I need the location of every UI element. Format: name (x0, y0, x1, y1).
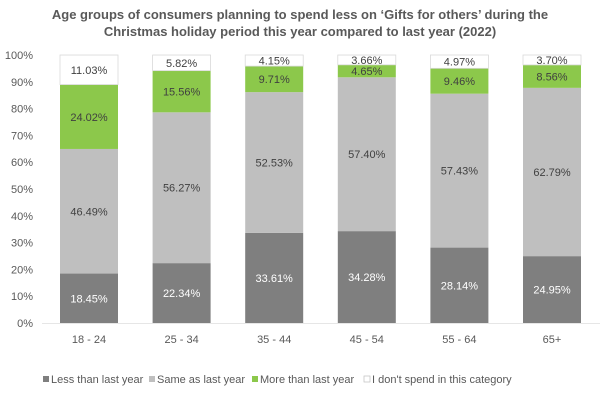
bar-stack: 28.14% 57.43% 9.46% 4.97% (429, 54, 489, 323)
y-tick-label: 30% (11, 238, 33, 250)
bar-segment (337, 64, 396, 78)
y-tick-label: 50% (11, 184, 33, 196)
data-label: 15.56% (163, 86, 201, 98)
data-label: 24.95% (533, 285, 571, 297)
chart-title-line-2: Christmas holiday period this year compa… (104, 24, 496, 39)
legend-item: Same as last year (149, 374, 245, 386)
bar-segment (337, 231, 396, 323)
bar-segment (429, 54, 489, 69)
legend-label: Less than last year (51, 374, 144, 386)
y-tick-label: 70% (11, 130, 33, 142)
data-label: 22.34% (163, 288, 201, 300)
data-label: 56.27% (163, 183, 201, 195)
y-axis: 0% 10% 20% 30% 40% 50% 60% 70% 80% 90% 100% (5, 50, 33, 330)
y-tick-label: 80% (11, 104, 33, 116)
bar-segment (60, 273, 118, 323)
legend-swatch (363, 375, 371, 383)
legend-label: More than last year (260, 374, 354, 386)
bar-segment (430, 93, 489, 248)
legend-item: I don't spend in this category (363, 374, 512, 386)
y-tick-label: 60% (11, 157, 33, 169)
bar-segment (245, 66, 304, 93)
bar-stack: 22.34% 56.27% 15.56% 5.82% (152, 54, 212, 323)
bar-segment (522, 54, 582, 66)
data-label: 4.97% (444, 57, 475, 69)
data-label: 9.71% (259, 74, 290, 86)
bar-segment (244, 54, 304, 67)
data-label: 46.49% (70, 206, 108, 218)
bar-segment (430, 247, 489, 323)
bar-segment (523, 64, 581, 88)
data-label: 57.43% (441, 166, 479, 178)
bar-segment (430, 68, 489, 94)
data-label: 62.79% (533, 167, 571, 179)
bar-stack: 18.45% 46.49% 24.02% 11.03% (59, 54, 119, 323)
bar-segment (523, 87, 581, 257)
bar-segment (152, 54, 212, 72)
legend-item: Less than last year (43, 374, 144, 386)
chart-title-line-1: Age groups of consumers planning to spen… (52, 7, 548, 22)
data-label: 52.53% (256, 158, 294, 170)
data-label: 4.15% (259, 56, 290, 68)
data-label: 57.40% (348, 149, 386, 161)
data-label: 3.66% (351, 55, 382, 67)
bar-segment (60, 148, 118, 274)
bar-stack: 33.61% 52.53% 9.71% 4.15% (244, 54, 304, 323)
data-label: 5.82% (166, 58, 197, 70)
legend-label: Same as last year (157, 374, 245, 386)
y-tick-label: 90% (11, 77, 33, 89)
data-label: 11.03% (71, 65, 108, 77)
legend: Less than last year Same as last year More… (43, 374, 512, 386)
bar-segment (60, 84, 118, 149)
x-tick-label: 35 - 44 (257, 334, 291, 346)
bar-segment (152, 112, 211, 264)
bar-segment (59, 54, 119, 85)
bar-segment (523, 256, 581, 323)
bar-stack: 24.95% 62.79% 8.56% 3.70% (522, 54, 582, 323)
bar-stack: 34.28% 57.40% 4.65%3.66% (337, 54, 397, 323)
x-tick-label: 65+ (543, 334, 562, 346)
x-axis: 18 - 24 25 - 34 35 - 44 45 - 54 55 - 64 65+ (72, 334, 561, 346)
data-label: 34.28% (348, 272, 386, 284)
data-label: 3.70% (536, 55, 567, 67)
bar-segment (245, 92, 304, 233)
legend-swatch (43, 376, 49, 382)
y-tick-label: 0% (17, 318, 33, 330)
data-label: 24.02% (70, 112, 108, 124)
y-tick-label: 100% (5, 50, 33, 62)
x-tick-label: 25 - 34 (164, 334, 198, 346)
x-tick-label: 18 - 24 (72, 334, 106, 346)
data-label: 4.65% (351, 66, 382, 78)
bars: 18.45% 46.49% 24.02% 11.03% 22.34% 56.27% 15.5… (59, 54, 582, 323)
bar-segment (152, 70, 211, 113)
bar-segment (152, 263, 211, 323)
data-label: 8.56% (536, 71, 567, 83)
y-tick-label: 40% (11, 211, 33, 223)
data-label: 9.46% (444, 76, 475, 88)
bar-segment (245, 232, 304, 323)
bar-segment (337, 54, 397, 66)
data-label: 18.45% (70, 293, 108, 305)
bar-segment (337, 77, 396, 232)
legend-swatch (252, 376, 258, 382)
data-label: 28.14% (441, 280, 479, 292)
y-tick-label: 20% (11, 264, 33, 276)
legend-label: I don't spend in this category (372, 374, 512, 386)
y-tick-label: 10% (11, 291, 33, 303)
legend-item: More than last year (252, 374, 354, 386)
x-tick-label: 45 - 54 (350, 334, 384, 346)
x-tick-label: 55 - 64 (442, 334, 476, 346)
chart-title: Age groups of consumers planning to spen… (52, 7, 548, 39)
data-label: 33.61% (256, 273, 294, 285)
legend-swatch (149, 376, 155, 382)
